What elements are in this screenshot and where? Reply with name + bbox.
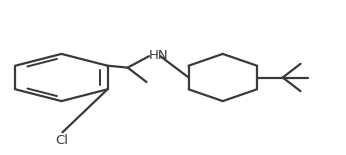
Text: HN: HN [149, 49, 169, 62]
Text: Cl: Cl [55, 134, 68, 147]
